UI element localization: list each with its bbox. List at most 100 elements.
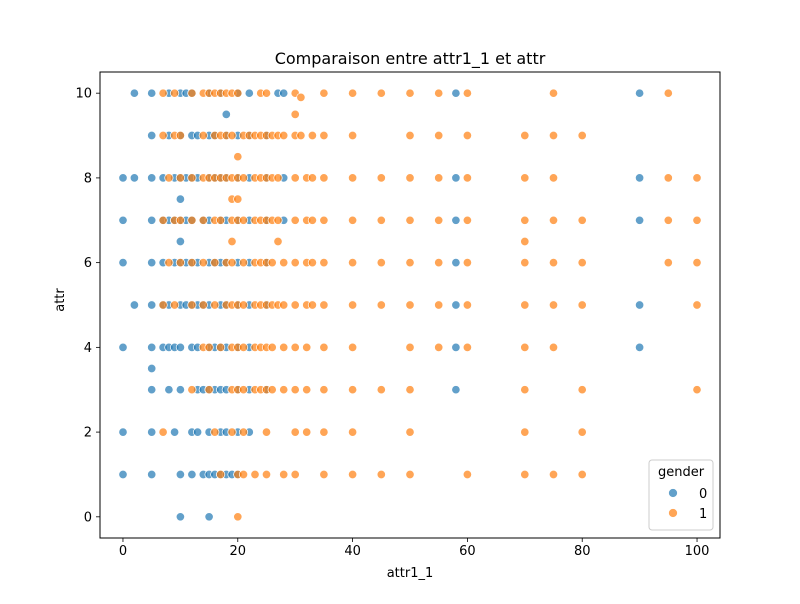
data-point-gender-1-82 — [158, 215, 168, 225]
data-point-gender-1-210 — [227, 427, 237, 437]
data-point-gender-1-70 — [319, 173, 329, 183]
data-point-gender-1-231 — [462, 469, 472, 480]
data-point-gender-0-45 — [175, 194, 185, 204]
data-point-gender-0-96 — [451, 300, 461, 310]
data-point-gender-1-17 — [434, 88, 444, 98]
data-point-gender-1-226 — [290, 469, 300, 480]
data-point-gender-1-149 — [238, 300, 249, 310]
data-point-gender-1-138 — [577, 258, 587, 268]
data-point-gender-1-166 — [548, 300, 559, 310]
y-tick-label-5: 10 — [75, 87, 92, 102]
data-point-gender-0-47 — [147, 215, 157, 225]
data-point-gender-0-66 — [147, 258, 157, 268]
data-point-gender-0-1 — [147, 88, 157, 98]
data-point-gender-1-209 — [210, 427, 220, 437]
data-point-gender-1-15 — [376, 88, 386, 98]
data-point-gender-1-164 — [462, 300, 472, 310]
data-point-gender-1-129 — [307, 258, 317, 268]
data-point-gender-1-227 — [319, 469, 329, 480]
legend-label-0: 0 — [699, 487, 707, 502]
legend-label-1: 1 — [699, 507, 707, 522]
data-point-gender-1-158 — [307, 300, 317, 310]
data-point-gender-1-168 — [692, 300, 702, 310]
data-point-gender-1-16 — [405, 88, 415, 98]
x-tick-label-4: 80 — [574, 544, 591, 559]
data-point-gender-1-2 — [187, 88, 197, 98]
data-point-gender-0-115 — [147, 385, 157, 395]
data-point-gender-1-186 — [462, 342, 472, 352]
data-point-gender-1-170 — [204, 342, 214, 352]
legend-box — [648, 459, 714, 531]
data-point-gender-1-78 — [663, 173, 673, 183]
data-point-gender-0-140 — [175, 469, 185, 480]
data-point-gender-1-216 — [348, 427, 358, 437]
data-point-gender-1-40 — [296, 130, 306, 141]
legend: gender 0 1 — [648, 459, 714, 531]
data-point-gender-0-138 — [118, 469, 128, 480]
data-point-gender-1-125 — [267, 258, 277, 268]
data-point-gender-1-213 — [290, 427, 300, 437]
data-point-gender-1-108 — [577, 215, 587, 225]
data-point-gender-1-131 — [348, 258, 358, 268]
data-point-gender-0-98 — [118, 342, 128, 352]
data-point-gender-1-50 — [233, 152, 243, 162]
data-point-gender-0-139 — [147, 469, 157, 480]
data-point-gender-1-208 — [158, 427, 168, 437]
data-point-gender-1-107 — [548, 215, 559, 225]
data-point-gender-1-144 — [198, 300, 208, 310]
y-tick-label-2: 4 — [84, 341, 92, 356]
data-point-gender-1-203 — [376, 385, 386, 395]
data-point-gender-1-234 — [577, 469, 587, 480]
data-point-gender-1-126 — [279, 258, 289, 268]
data-point-gender-1-49 — [577, 130, 587, 141]
data-point-gender-1-233 — [548, 469, 559, 480]
data-point-gender-0-127 — [451, 385, 461, 395]
x-tick-label-0: 0 — [119, 544, 127, 559]
data-point-gender-1-84 — [175, 215, 185, 225]
data-point-gender-1-167 — [577, 300, 587, 310]
data-point-gender-1-73 — [405, 173, 415, 183]
data-point-gender-1-200 — [302, 385, 312, 395]
data-point-gender-0-130 — [170, 427, 180, 437]
data-point-gender-1-9 — [233, 88, 243, 98]
data-point-gender-1-156 — [290, 300, 300, 310]
data-point-gender-1-215 — [319, 427, 329, 437]
data-point-gender-1-76 — [520, 173, 530, 183]
y-tick-label-0: 0 — [84, 510, 92, 525]
data-point-gender-1-142 — [170, 300, 180, 310]
data-point-gender-1-163 — [434, 300, 444, 310]
data-point-gender-1-223 — [250, 469, 260, 480]
data-point-gender-1-134 — [434, 258, 444, 268]
data-point-gender-1-141 — [158, 300, 168, 310]
points-layer — [118, 88, 702, 522]
data-point-gender-0-46 — [118, 215, 128, 225]
data-point-gender-1-225 — [279, 469, 289, 480]
data-point-gender-1-174 — [238, 342, 249, 352]
data-point-gender-1-136 — [520, 258, 530, 268]
data-point-gender-1-21 — [296, 92, 306, 102]
data-point-gender-0-132 — [193, 427, 203, 437]
data-point-gender-1-100 — [319, 215, 329, 225]
data-point-gender-1-179 — [279, 342, 289, 352]
data-point-gender-1-74 — [434, 173, 444, 183]
data-point-gender-1-46 — [462, 130, 472, 141]
x-tick-label-2: 40 — [344, 544, 361, 559]
data-point-gender-1-53 — [187, 173, 197, 183]
data-point-gender-1-181 — [302, 342, 312, 352]
data-point-gender-0-0 — [129, 88, 139, 98]
y-tick-label-3: 6 — [84, 256, 92, 271]
data-point-gender-1-178 — [267, 342, 277, 352]
data-point-gender-0-112 — [451, 342, 461, 352]
data-point-gender-1-224 — [261, 469, 272, 480]
legend-marker-1 — [668, 508, 678, 518]
data-point-gender-1-102 — [376, 215, 386, 225]
data-point-gender-1-188 — [548, 342, 559, 352]
data-point-gender-1-88 — [216, 215, 226, 225]
data-point-gender-1-143 — [187, 300, 197, 310]
data-point-gender-1-132 — [376, 258, 386, 268]
data-point-gender-1-185 — [434, 342, 444, 352]
data-point-gender-0-114 — [147, 363, 157, 374]
data-point-gender-1-106 — [520, 215, 530, 225]
data-point-gender-0-99 — [147, 342, 157, 352]
